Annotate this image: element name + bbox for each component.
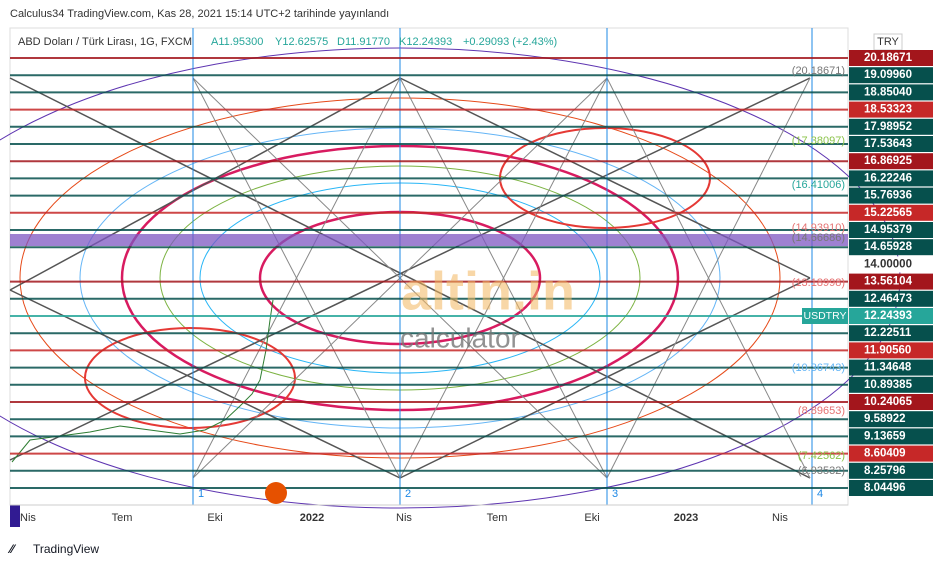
price-label-bg (849, 101, 933, 118)
symbol-name: ABD Doları / Türk Lirası, 1G, FXCM (18, 36, 192, 48)
price-label-bg (849, 394, 933, 410)
watermark-brand: altin.in (401, 261, 575, 321)
price-label-bg (849, 170, 933, 187)
chart-area (9, 27, 849, 506)
drawings (0, 28, 901, 509)
price-label-bg (849, 359, 933, 376)
price-label-bg (849, 376, 933, 393)
price-label: 18.85040 (864, 86, 912, 98)
time-label: Nis (396, 512, 412, 524)
price-label: 10.24065 (864, 396, 913, 408)
level-label: (16.41006) (792, 179, 845, 191)
price-label: 15.22565 (864, 207, 913, 219)
price-label-bg (849, 462, 933, 479)
level-label: (8.89653) (798, 405, 845, 417)
open-price: A11.95300 (211, 36, 263, 48)
header-title: Calculus34 TradingView.com, Kas 28, 2021… (10, 8, 389, 20)
price-label: 11.34648 (864, 362, 912, 374)
price-label: 19.09960 (864, 69, 912, 81)
level-label: (14.93910) (792, 222, 845, 234)
level-lines (10, 57, 848, 489)
price-label: 17.53643 (864, 138, 912, 150)
price-label-bg (849, 187, 933, 204)
symbol-tag-bg (802, 308, 848, 324)
price-label-bg (849, 256, 933, 273)
price-label: 10.89385 (864, 379, 913, 391)
price-label: 15.76936 (864, 190, 912, 202)
price-label: 8.04496 (864, 482, 906, 494)
time-label: Nis (20, 512, 36, 524)
watermark-sub: calculator (400, 322, 520, 353)
time-label: 2022 (300, 512, 324, 524)
price-label-bg (849, 153, 933, 170)
price-label: 16.86925 (864, 155, 913, 167)
price-label-bg (849, 290, 933, 307)
price-label: 14.00000 (864, 258, 912, 270)
price-label-bg (849, 325, 933, 342)
cycle-marker: 1 (198, 488, 204, 500)
price-label: 12.46473 (864, 293, 912, 305)
price-label: 9.58922 (864, 413, 906, 425)
currency: TRY (877, 36, 899, 48)
price-label-bg (849, 136, 933, 152)
cycle-marker: 3 (612, 488, 618, 500)
price-label: 11.90560 (864, 344, 911, 356)
level-label: (17.38097) (792, 135, 845, 147)
price-label: 8.25796 (864, 465, 906, 477)
price-label: 20.18671 (864, 52, 913, 64)
price-label-bg (849, 204, 933, 221)
price-label: 8.60409 (864, 448, 906, 460)
price-label-bg (849, 239, 933, 256)
price-label: 12.22511 (864, 327, 912, 339)
time-label: Tem (487, 512, 508, 524)
time-label: Eki (584, 512, 599, 524)
price-label: 9.13659 (864, 430, 906, 442)
price-label-bg (849, 50, 933, 66)
price-label-bg (849, 411, 933, 428)
price-label: 12.24393 (864, 310, 912, 322)
price-label-bg (849, 67, 933, 84)
price-label: 18.53323 (864, 104, 912, 116)
level-label: (7.42562) (798, 450, 845, 462)
level-label: (13.18998) (792, 277, 845, 289)
level-label: (14.66686) (792, 232, 845, 244)
footer-logo: ⁄⁄ (7, 542, 17, 556)
price-label-bg (849, 84, 933, 101)
price-label-bg (849, 308, 933, 324)
price-label-bg (849, 118, 933, 135)
price-change: +0.29093 (+2.43%) (463, 36, 557, 48)
price-label-bg (849, 222, 933, 238)
time-label: Eki (207, 512, 222, 524)
low-price: D11.91770 (337, 36, 390, 48)
price-label-bg (849, 428, 933, 445)
price-label-bg (849, 480, 933, 496)
price-label: 14.95379 (864, 224, 912, 236)
price-label: 14.65928 (864, 241, 913, 253)
cycle-marker: 4 (817, 488, 823, 500)
level-label: (6.93532) (798, 465, 845, 477)
level-label: (10.36743) (792, 362, 845, 374)
ellipse (84, 327, 296, 429)
price-label: 17.98952 (864, 121, 912, 133)
timeline-marker (10, 505, 20, 527)
event-icon[interactable] (265, 482, 287, 504)
time-label: 2023 (674, 512, 698, 524)
high-price: Y12.62575 (275, 36, 328, 48)
footer: TradingView (33, 542, 99, 556)
cycle-marker: 2 (405, 488, 411, 500)
symbol-tag: USDTRY (804, 310, 847, 322)
price-label-bg (849, 445, 933, 462)
price-label-bg (849, 273, 933, 290)
price-label: 16.22246 (864, 172, 912, 184)
level-label: (20.18671) (792, 65, 845, 77)
close-price: K12.24393 (399, 36, 452, 48)
price-label-bg (849, 342, 933, 359)
price-label: 13.56104 (864, 276, 913, 288)
time-label: Nis (772, 512, 788, 524)
time-label: Tem (112, 512, 133, 524)
